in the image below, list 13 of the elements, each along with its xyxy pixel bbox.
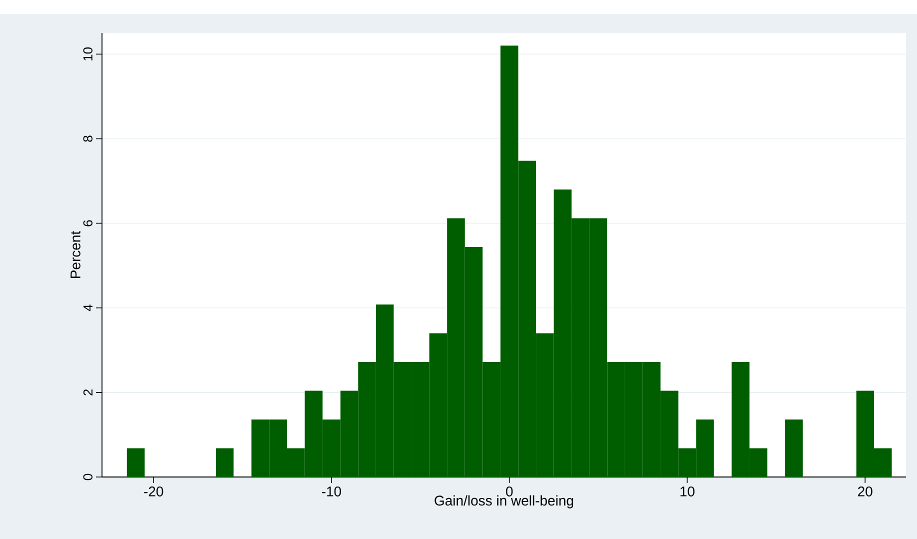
x-tick-label: 0 <box>506 486 513 496</box>
x-axis-title: Gain/loss in well-being <box>434 495 574 508</box>
y-tick-label: 0 <box>83 474 92 480</box>
x-tick-label: 10 <box>680 486 694 496</box>
y-tick-label: 4 <box>84 304 92 312</box>
y-tick-label: 2 <box>83 389 92 396</box>
x-tick-label: -20 <box>144 486 164 496</box>
y-tick-label: 8 <box>83 136 92 142</box>
x-tick-label: 20 <box>858 486 872 496</box>
y-tick-label: 6 <box>83 220 92 226</box>
x-tick-label: -10 <box>322 486 342 496</box>
y-tick-label: 10 <box>83 47 92 60</box>
y-axis-title: Percent <box>70 230 80 278</box>
